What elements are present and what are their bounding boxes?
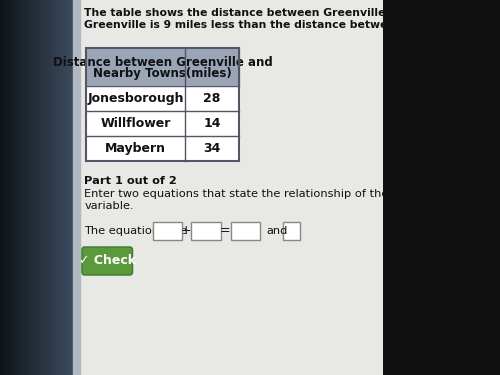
Bar [30,0,32,375]
Bar [54,0,55,375]
Bar [27,0,28,375]
Bar [4,0,6,375]
Bar [53,0,54,375]
Bar [56,0,58,375]
Bar [49,0,50,375]
Bar [37,0,38,375]
Bar [8,0,9,375]
Bar [62,0,63,375]
Bar [24,0,25,375]
Bar [52,0,53,375]
Bar [68,0,69,375]
Bar [32,0,33,375]
Bar [86,136,239,161]
Bar [19,0,20,375]
Bar [39,0,40,375]
Bar [33,0,34,375]
Bar [59,0,60,375]
Text: 34: 34 [204,142,221,155]
Text: Part 1 out of 2: Part 1 out of 2 [84,176,177,186]
Text: Nearby Towns(miles): Nearby Towns(miles) [93,68,232,81]
Bar [55,0,56,375]
Bar [48,0,49,375]
Bar [66,0,68,375]
Bar [10,0,12,375]
Text: +: + [181,225,192,237]
Bar [20,0,21,375]
Text: Maybern: Maybern [105,142,166,155]
Bar [192,222,220,240]
Bar [16,0,17,375]
Text: 28: 28 [204,92,221,105]
Bar [40,0,42,375]
Text: Enter two equations that state the relationship of the distances bet: Enter two equations that state the relat… [84,189,469,199]
Bar [153,222,182,240]
Bar [64,0,65,375]
Bar [86,48,239,86]
Text: The table shows the distance between Greenville and nearby towns.: The table shows the distance between Gre… [84,8,500,18]
Bar [0,0,1,375]
Bar [22,0,23,375]
Bar [46,0,48,375]
Text: ✓ Check: ✓ Check [78,255,136,267]
Bar [80,0,383,375]
Bar [35,0,36,375]
Bar [17,0,18,375]
Bar [86,48,239,161]
Bar [70,0,71,375]
Bar [18,0,19,375]
Text: Distance between Greenville and: Distance between Greenville and [52,56,272,69]
Bar [1,0,2,375]
FancyBboxPatch shape [82,247,132,275]
Bar [12,0,13,375]
Bar [65,0,66,375]
Bar [50,0,51,375]
Bar [28,0,29,375]
Bar [23,0,24,375]
Bar [72,0,73,375]
Bar [38,0,39,375]
Bar [63,0,64,375]
Bar [69,0,70,375]
Bar [73,0,80,375]
Bar [284,222,300,240]
Bar [3,0,4,375]
Text: Willflower: Willflower [100,117,171,130]
Text: The equations are: The equations are [84,226,188,236]
Bar [60,0,62,375]
Bar [86,86,239,111]
Bar [42,0,43,375]
Bar [44,0,45,375]
Text: and: and [266,226,288,236]
Bar [45,0,46,375]
Bar [9,0,10,375]
Text: Greenville is 9 miles less than the distance between Greenville and J: Greenville is 9 miles less than the dist… [84,20,500,30]
Bar [13,0,14,375]
Bar [2,0,3,375]
Text: =: = [220,225,230,237]
Bar [71,0,72,375]
Bar [58,0,59,375]
Bar [232,222,260,240]
Text: 14: 14 [204,117,221,130]
Bar [26,0,27,375]
Bar [43,0,44,375]
Bar [6,0,7,375]
Bar [86,111,239,136]
Bar [14,0,16,375]
Bar [34,0,35,375]
Text: Jonesborough: Jonesborough [88,92,184,105]
Bar [7,0,8,375]
Bar [36,0,37,375]
Text: variable.: variable. [84,201,134,211]
Bar [29,0,30,375]
